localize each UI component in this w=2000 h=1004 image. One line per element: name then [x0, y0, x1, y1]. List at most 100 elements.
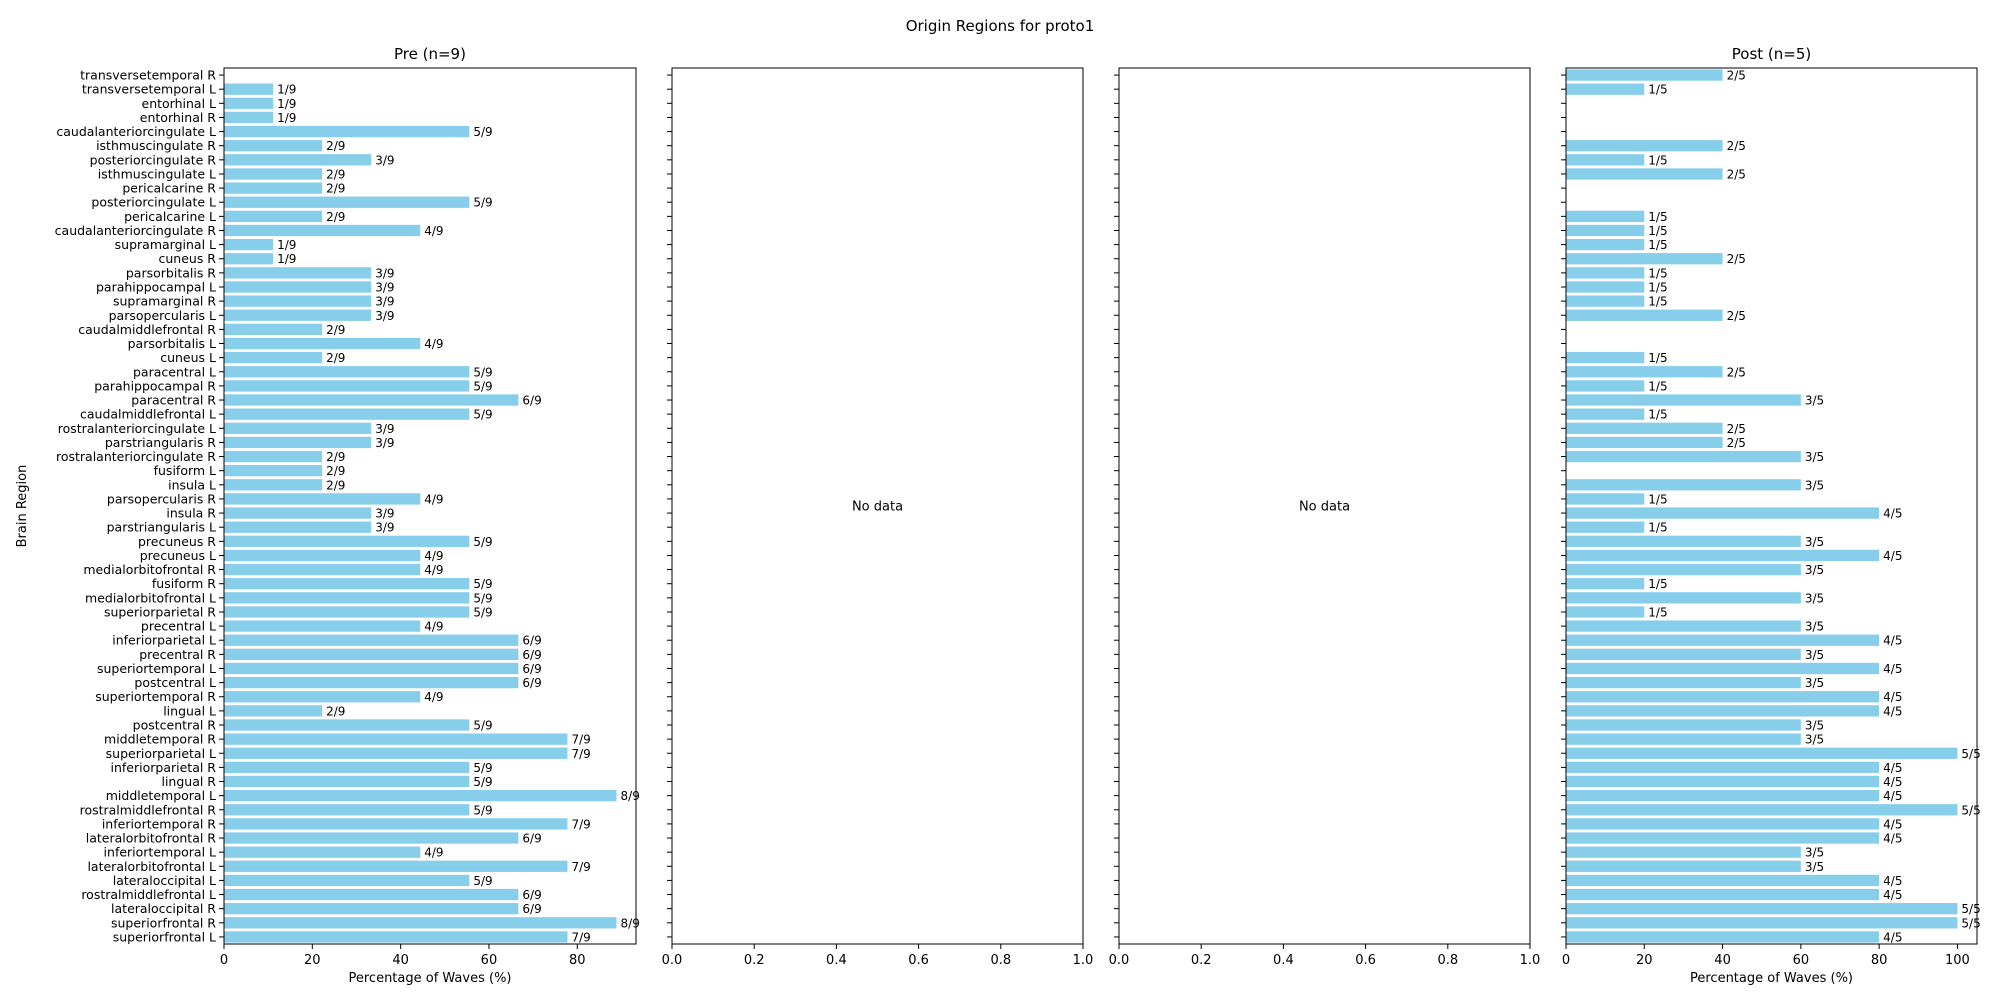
bar: [224, 747, 568, 759]
plot-frame: [1565, 67, 1978, 945]
y-tick-label: posteriorcingulate R: [90, 152, 217, 167]
bar: [224, 366, 470, 378]
x-axis-label: Percentage of Waves (%): [1690, 971, 1853, 986]
bar: [1566, 903, 1958, 915]
bar-value-label: 4/9: [424, 337, 443, 351]
y-tick-label: medialorbitofrontal L: [85, 590, 216, 605]
bar: [224, 676, 519, 689]
bar-value-label: 6/9: [522, 394, 541, 408]
y-tick-label: lingual R: [161, 774, 216, 789]
bar: [1566, 818, 1880, 830]
bar-value-label: 7/9: [571, 733, 590, 747]
no-data-text: No data: [1299, 500, 1350, 515]
no-data-text: No data: [852, 500, 903, 515]
y-tick-label: posteriorcingulate L: [91, 195, 216, 210]
x-tick-label: 100: [1945, 953, 1970, 968]
y-tick-label: precuneus L: [140, 548, 216, 563]
x-tick-label: 1.0: [1520, 953, 1541, 968]
y-tick-label: rostralmiddlefrontal R: [80, 802, 217, 817]
x-tick-label: 60: [481, 953, 498, 968]
bar-value-label: 6/9: [522, 634, 541, 648]
bar-value-label: 5/5: [1961, 747, 1980, 761]
bar: [1566, 592, 1801, 604]
bar: [224, 563, 421, 576]
x-tick-label: 0.4: [826, 953, 847, 968]
bar: [224, 705, 323, 717]
x-tick-label: 20: [304, 953, 321, 968]
y-tick-label: parsopercularis L: [109, 308, 216, 323]
bar: [1566, 408, 1645, 420]
bar: [1566, 140, 1723, 152]
bar-value-label: 2/5: [1727, 139, 1746, 153]
y-tick-label: lateralorbitofrontal R: [86, 831, 217, 846]
x-tick-label: 40: [392, 953, 409, 968]
bar-value-label: 4/9: [424, 690, 443, 704]
bar-value-label: 3/5: [1805, 394, 1824, 408]
bar-value-label: 4/5: [1883, 775, 1902, 789]
bar-value-label: 2/9: [326, 478, 345, 492]
bar-value-label: 1/5: [1648, 408, 1667, 422]
x-tick-label: 0.8: [990, 953, 1011, 968]
y-tick-label: entorhinal R: [140, 110, 217, 125]
bar-value-label: 5/9: [473, 803, 492, 817]
chart-title: Origin Regions for proto1: [906, 17, 1095, 35]
bar-value-label: 1/5: [1648, 379, 1667, 393]
bar-value-label: 1/9: [277, 111, 296, 125]
y-tick-label: insula R: [166, 506, 216, 521]
bar: [224, 295, 372, 307]
x-tick-label: 0: [220, 953, 228, 968]
bar-value-label: 3/5: [1805, 719, 1824, 733]
x-tick-label: 40: [1714, 953, 1731, 968]
bar: [224, 238, 274, 251]
bar: [1566, 747, 1958, 759]
x-tick-label: 0.0: [662, 953, 683, 968]
y-tick-label: entorhinal L: [142, 96, 217, 111]
bar: [1566, 775, 1880, 788]
y-tick-label: caudalmiddlefrontal R: [78, 322, 216, 337]
bar-value-label: 1/5: [1648, 266, 1667, 280]
bar: [1566, 535, 1801, 547]
x-tick-label: 0.0: [1109, 953, 1130, 968]
bar: [1566, 450, 1801, 463]
bar: [1566, 436, 1723, 449]
bar-value-label: 4/9: [424, 620, 443, 634]
bar-value-label: 3/5: [1805, 648, 1824, 662]
bar-value-label: 4/5: [1883, 549, 1902, 563]
bar: [224, 888, 519, 901]
bar-value-label: 3/9: [375, 521, 394, 535]
bar-value-label: 5/9: [473, 605, 492, 619]
bar-value-label: 2/9: [326, 351, 345, 365]
bar-value-label: 2/9: [326, 139, 345, 153]
x-tick-label: 80: [569, 953, 586, 968]
bar-value-label: 2/5: [1727, 69, 1746, 83]
x-tick-label: 60: [1793, 953, 1810, 968]
bar-value-label: 2/5: [1727, 422, 1746, 436]
bar: [1566, 366, 1723, 378]
y-tick-label: isthmuscingulate L: [98, 166, 216, 181]
bar-value-label: 3/5: [1805, 450, 1824, 464]
y-axis-label: Brain Region: [15, 465, 30, 548]
bar-value-label: 1/5: [1648, 281, 1667, 295]
bar: [224, 493, 421, 505]
bar: [1566, 691, 1880, 703]
y-tick-label: middletemporal L: [106, 788, 216, 803]
bar: [224, 634, 519, 646]
bar: [1566, 789, 1880, 802]
bar: [1566, 507, 1880, 519]
x-tick-label: 1.0: [1073, 953, 1094, 968]
x-tick-label: 0.2: [744, 953, 765, 968]
bar-value-label: 1/5: [1648, 295, 1667, 309]
bar-value-label: 3/5: [1805, 620, 1824, 634]
bar-value-label: 2/9: [326, 704, 345, 718]
bar: [1566, 168, 1723, 180]
bar-value-label: 8/9: [621, 916, 640, 930]
y-tick-label: isthmuscingulate R: [96, 138, 216, 153]
bar: [224, 450, 323, 463]
bar-value-label: 3/9: [375, 436, 394, 450]
bar-value-label: 1/5: [1648, 224, 1667, 238]
bar: [224, 578, 470, 590]
bar: [224, 182, 323, 194]
panel-1: 7/98/96/96/95/97/94/96/97/95/98/95/95/97…: [55, 45, 640, 986]
bar: [1566, 351, 1645, 364]
bar: [1566, 563, 1801, 576]
